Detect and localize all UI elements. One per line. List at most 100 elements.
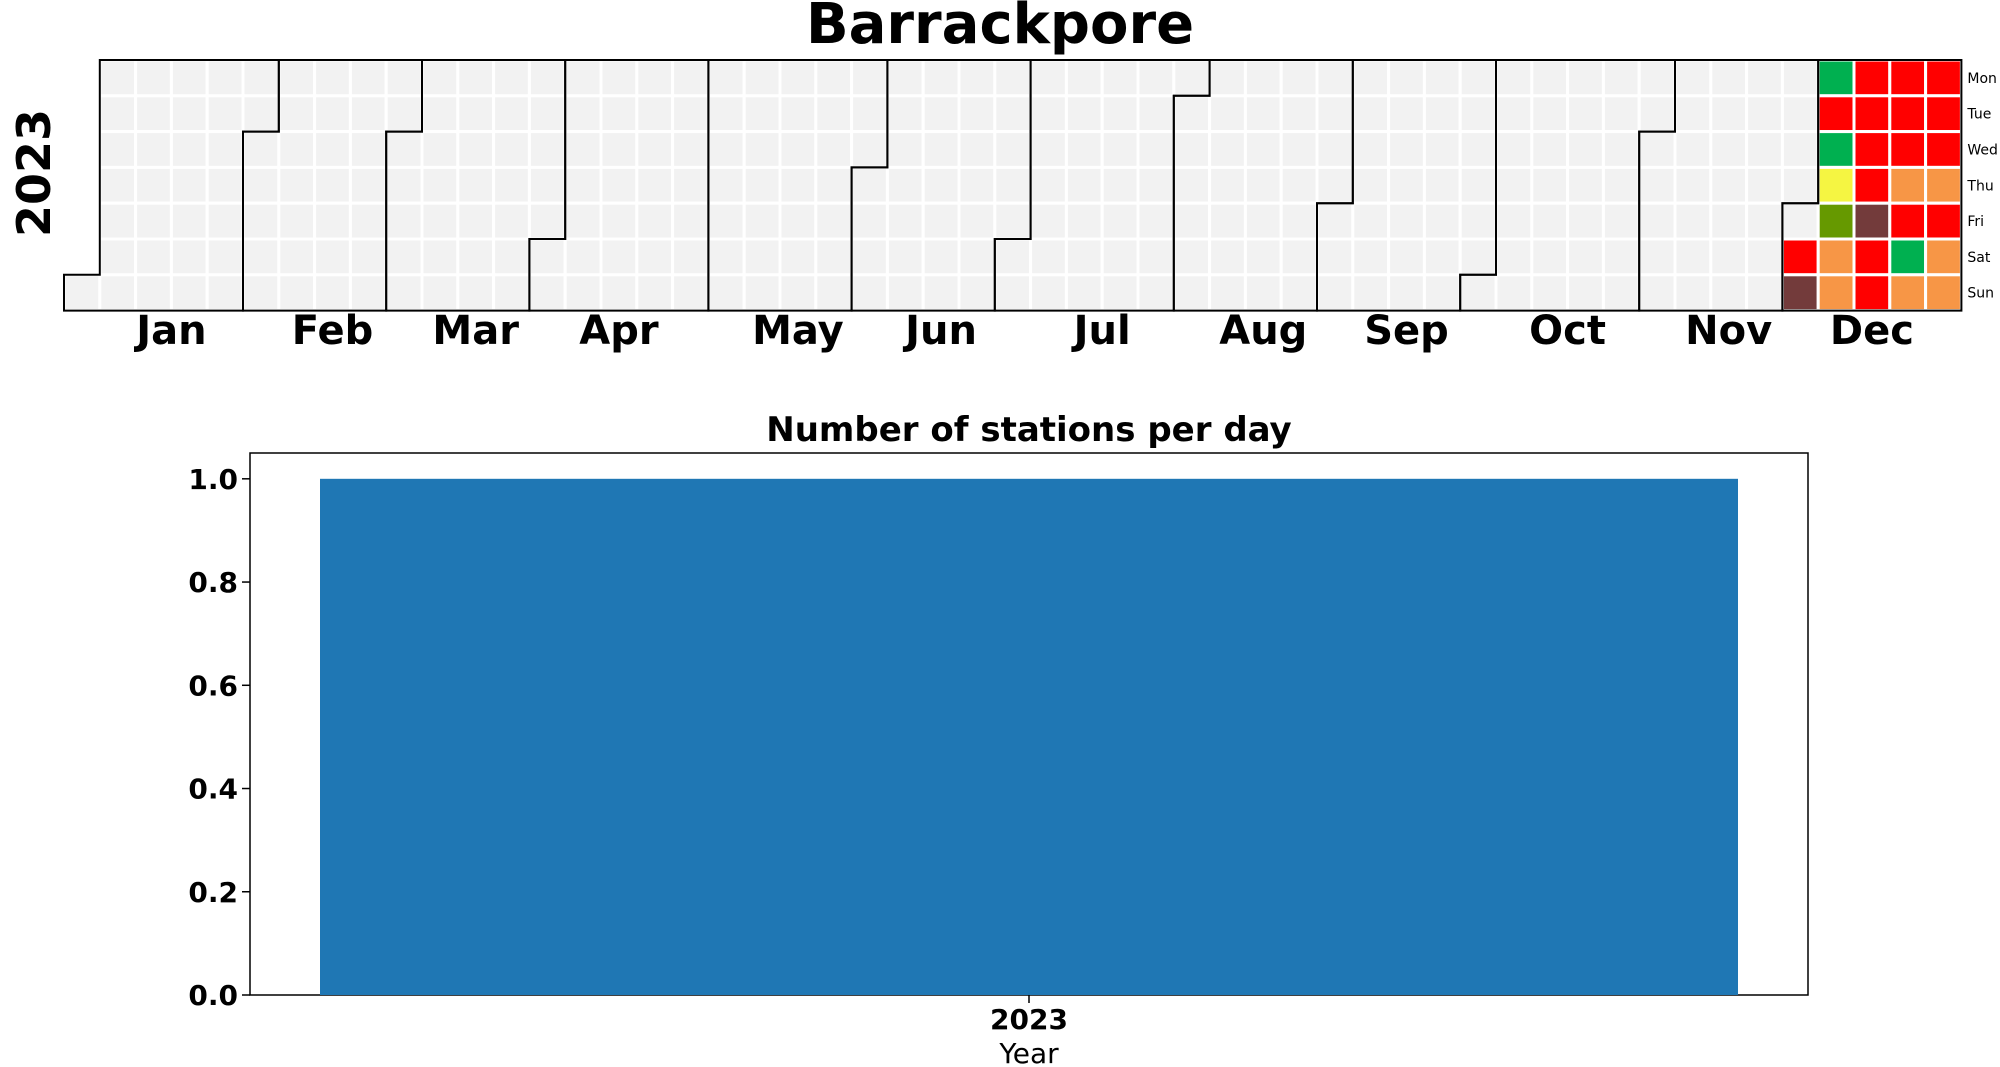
calendar-day-cell — [134, 273, 173, 313]
calendar-day-cell — [778, 130, 818, 169]
calendar-title: Barrackpore — [805, 0, 1195, 57]
calendar-day-cell — [1924, 201, 1963, 241]
calendar-day-cell — [1029, 273, 1068, 313]
calendar-day-cell — [134, 237, 173, 277]
month-label: Jul — [1071, 308, 1131, 354]
calendar-day-cell — [1637, 94, 1677, 134]
calendar-heatmap: Jan Feb Mar Apr May Jun Jul Aug Sep Oct Nov Dec Mon T… — [62, 58, 1998, 354]
y-tick-label: 0.2 — [188, 876, 238, 909]
calendar-day-cell — [1924, 94, 1963, 134]
calendar-day-cell — [205, 165, 245, 205]
calendar-day-cell — [1852, 165, 1892, 205]
calendar-day-cell — [1279, 130, 1319, 169]
month-label: Mar — [432, 308, 519, 354]
calendar-day-cell — [1064, 201, 1104, 241]
y-tick-label: 0.0 — [188, 979, 238, 1012]
calendar-day-cell — [1745, 201, 1784, 241]
calendar-day-cell — [1852, 201, 1892, 241]
month-label: Aug — [1219, 308, 1307, 354]
calendar-day-cell — [1208, 237, 1247, 277]
calendar-day-cell — [313, 273, 352, 313]
calendar-day-cell — [1029, 237, 1068, 277]
calendar-day-cell — [1029, 94, 1068, 134]
calendar-day-cell — [1351, 237, 1391, 277]
calendar-day-cell — [1816, 273, 1856, 313]
calendar-day-cell — [348, 165, 388, 205]
weekday-label: Sun — [1967, 286, 1994, 302]
calendar-day-cell — [1780, 130, 1820, 169]
month-label: Feb — [292, 308, 373, 354]
x-axis-label: Year — [998, 1037, 1059, 1067]
calendar-day-cell — [169, 94, 209, 134]
bar — [320, 478, 1738, 995]
calendar-day-cell — [1064, 94, 1104, 134]
calendar-day-cell — [1888, 165, 1928, 205]
month-label: Dec — [1830, 308, 1914, 354]
calendar-day-cell — [1530, 165, 1570, 205]
month-label: Jun — [902, 308, 977, 354]
calendar-day-cell — [277, 130, 317, 169]
calendar-day-cell — [1566, 201, 1605, 241]
y-tick-label: 1.0 — [188, 463, 238, 496]
calendar-day-cell — [1673, 273, 1713, 313]
calendar-day-cell — [1351, 201, 1391, 241]
calendar-day-cell — [492, 94, 531, 134]
weekday-label: Tue — [1966, 107, 1991, 123]
month-label: Apr — [579, 308, 659, 354]
calendar-day-cell — [1530, 237, 1570, 277]
calendar-day-cell — [1100, 94, 1140, 134]
calendar-day-cell — [814, 130, 854, 169]
calendar-day-cell — [1279, 237, 1319, 277]
calendar-day-cell — [1637, 130, 1677, 169]
calendar-day-cell — [1279, 273, 1319, 313]
calendar-day-cell — [313, 201, 352, 241]
calendar-day-cell — [1100, 273, 1140, 313]
calendar-day-cell — [921, 237, 961, 277]
weekday-label: Mon — [1967, 71, 1997, 87]
weekday-label: Sat — [1967, 250, 1990, 266]
calendar-day-cell — [456, 201, 496, 241]
calendar-day-cell — [1852, 130, 1892, 169]
month-outline — [528, 59, 710, 312]
calendar-day-cell — [885, 165, 925, 205]
calendar-day-cell — [1924, 165, 1963, 205]
calendar-day-cell — [885, 201, 925, 241]
calendar-day-cell — [384, 94, 424, 134]
calendar-day-cell — [492, 273, 531, 313]
calendar-day-cell — [1601, 237, 1641, 277]
calendar-day-cell — [1136, 94, 1176, 134]
calendar-day-cell — [1852, 273, 1892, 313]
month-label: Sep — [1364, 308, 1449, 354]
calendar-day-cell — [1888, 273, 1928, 313]
x-tick-label: 2023 — [990, 1003, 1068, 1036]
calendar-day-cell — [456, 94, 496, 134]
y-tick-label: 0.4 — [188, 773, 238, 806]
calendar-day-cell — [563, 273, 603, 313]
calendar-day-cell — [1136, 201, 1176, 241]
calendar-day-cell — [599, 165, 639, 205]
calendar-day-cell — [1816, 201, 1856, 241]
month-outline — [1781, 59, 1963, 312]
y-tick-label: 0.8 — [188, 566, 238, 599]
calendar-day-cell — [456, 273, 496, 313]
month-boundaries — [63, 59, 1963, 312]
calendar-day-cell — [1315, 165, 1355, 205]
y-tick-label: 0.6 — [188, 669, 238, 702]
weekday-label: Wed — [1967, 143, 1998, 159]
month-label: Jan — [133, 308, 206, 354]
calendar-day-cell — [1172, 273, 1212, 313]
calendar-day-cell — [1243, 237, 1283, 277]
calendar-day-cell — [957, 58, 997, 98]
weekday-label: Thu — [1966, 178, 1993, 194]
calendar-day-cell — [814, 94, 854, 134]
calendar-day-cell — [1100, 130, 1140, 169]
calendar-day-cell — [134, 94, 173, 134]
month-label: Oct — [1529, 308, 1606, 354]
month-label: Nov — [1685, 308, 1772, 354]
calendar-day-cell — [134, 165, 173, 205]
calendar-day-cell — [1530, 94, 1570, 134]
calendar-cells — [62, 58, 1963, 313]
calendar-day-cell — [1422, 237, 1462, 277]
